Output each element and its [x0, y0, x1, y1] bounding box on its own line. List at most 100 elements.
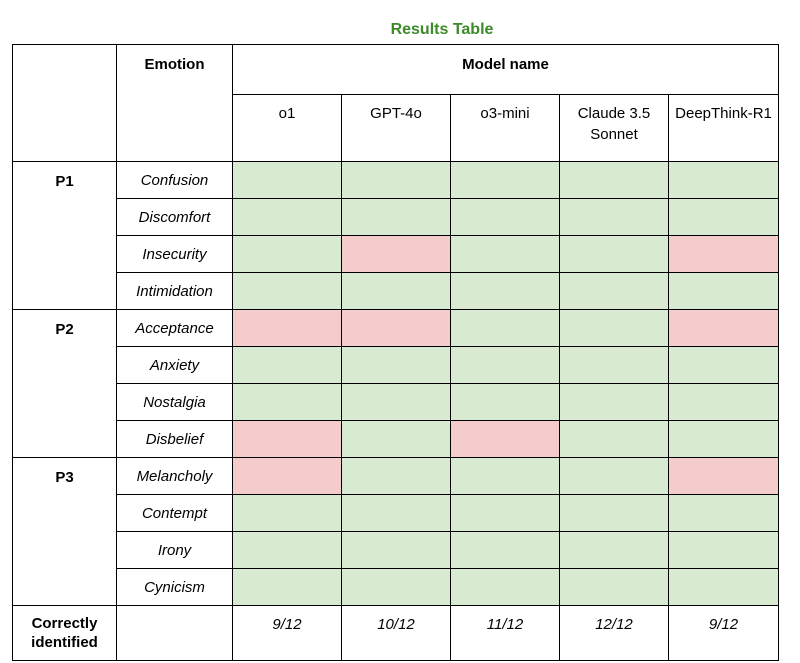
result-cell-correct [341, 198, 451, 236]
result-cell-correct [341, 272, 451, 310]
table-row: Contempt [13, 494, 780, 532]
result-cell-incorrect [667, 457, 780, 495]
result-cell-correct [232, 346, 342, 384]
result-cell-correct [341, 457, 451, 495]
result-cell-incorrect [232, 309, 342, 347]
result-cell-correct [341, 531, 451, 569]
result-cell-correct [559, 198, 669, 236]
total-o3-mini: 11/12 [450, 605, 560, 661]
table-row: P2 Acceptance [12, 309, 780, 458]
result-cell-correct [559, 457, 669, 495]
total-gpt-4o: 10/12 [341, 605, 451, 661]
result-cell-correct [450, 531, 560, 569]
emotion-cell: Irony [116, 531, 233, 569]
result-cell-correct [341, 568, 451, 606]
emotion-cell: Melancholy [116, 457, 233, 495]
totals-row: Correctly identified 9/12 10/12 11/12 12… [12, 605, 780, 661]
result-cell-correct [450, 235, 560, 273]
emotion-cell: Anxiety [116, 346, 233, 384]
result-cell-incorrect [667, 235, 780, 273]
table-row: Discomfort [13, 198, 780, 236]
correctly-identified-label: Correctly identified [12, 605, 117, 661]
model-header-deepthink-r1: DeepThink-R1 [667, 94, 780, 162]
result-cell-correct [559, 420, 669, 458]
result-cell-correct [559, 531, 669, 569]
model-header-claude-3-5-sonnet: Claude 3.5 Sonnet [559, 94, 669, 162]
result-cell-correct [667, 383, 780, 421]
result-cell-correct [232, 383, 342, 421]
result-cell-incorrect [341, 309, 451, 347]
result-cell-correct [559, 272, 669, 310]
result-cell-incorrect [232, 420, 342, 458]
result-cell-correct [667, 346, 780, 384]
result-cell-correct [450, 198, 560, 236]
totals-empty-cell [116, 605, 233, 661]
result-cell-incorrect [341, 235, 451, 273]
emotion-cell: Nostalgia [116, 383, 233, 421]
result-cell-correct [667, 494, 780, 532]
result-cell-correct [450, 383, 560, 421]
table-title: Results Table [390, 21, 494, 38]
result-cell-correct [341, 420, 451, 458]
group-label-p3: P3 [12, 457, 117, 606]
result-cell-incorrect [232, 457, 342, 495]
emotion-cell: Discomfort [116, 198, 233, 236]
table-row: Irony [13, 531, 780, 569]
result-cell-correct [559, 383, 669, 421]
result-cell-correct [667, 420, 780, 458]
result-cell-correct [667, 198, 780, 236]
total-o1: 9/12 [232, 605, 342, 661]
result-cell-incorrect [667, 309, 780, 347]
emotion-header: Emotion [116, 44, 233, 162]
result-cell-correct [559, 235, 669, 273]
table-row: Disbelief [13, 420, 780, 458]
result-cell-correct [450, 568, 560, 606]
result-cell-correct [667, 568, 780, 606]
results-body: P1 Confusion Discomfort Insecurity Intimidat… [12, 161, 780, 606]
result-cell-correct [667, 161, 780, 199]
result-cell-correct [667, 531, 780, 569]
total-claude-3-5-sonnet: 12/12 [559, 605, 669, 661]
emotion-cell: Intimidation [116, 272, 233, 310]
result-cell-correct [559, 494, 669, 532]
group-label-p1: P1 [12, 161, 117, 310]
result-cell-correct [341, 494, 451, 532]
total-deepthink-r1: 9/12 [667, 605, 780, 661]
result-cell-correct [232, 568, 342, 606]
table-row: Cynicism [13, 568, 780, 606]
group-label-p2: P2 [12, 309, 117, 458]
model-header-gpt-4o: GPT-4o [341, 94, 451, 162]
result-cell-correct [450, 272, 560, 310]
table-row: Anxiety [13, 346, 780, 384]
result-cell-incorrect [450, 420, 560, 458]
results-table: Emotion Model name o1 GPT-4o o3-mini Cla… [12, 44, 780, 661]
result-cell-correct [450, 494, 560, 532]
result-cell-correct [341, 161, 451, 199]
result-cell-correct [450, 346, 560, 384]
emotion-cell: Insecurity [116, 235, 233, 273]
result-cell-correct [232, 198, 342, 236]
result-cell-correct [559, 309, 669, 347]
emotion-cell: Cynicism [116, 568, 233, 606]
result-cell-correct [450, 161, 560, 199]
result-cell-correct [667, 272, 780, 310]
model-header-o3-mini: o3-mini [450, 94, 560, 162]
result-cell-correct [232, 235, 342, 273]
result-cell-correct [341, 346, 451, 384]
result-cell-correct [450, 309, 560, 347]
emotion-cell: Acceptance [116, 309, 233, 347]
result-cell-correct [232, 272, 342, 310]
table-row: Insecurity [13, 235, 780, 273]
result-cell-correct [232, 531, 342, 569]
result-cell-correct [559, 568, 669, 606]
table-row: Intimidation [13, 272, 780, 310]
table-row: P3 Melancholy [12, 457, 780, 606]
result-cell-correct [232, 494, 342, 532]
emotion-cell: Contempt [116, 494, 233, 532]
result-cell-correct [559, 161, 669, 199]
emotion-cell: Disbelief [116, 420, 233, 458]
result-cell-correct [341, 383, 451, 421]
emotion-cell: Confusion [116, 161, 233, 199]
model-header-o1: o1 [232, 94, 342, 162]
result-cell-correct [559, 346, 669, 384]
